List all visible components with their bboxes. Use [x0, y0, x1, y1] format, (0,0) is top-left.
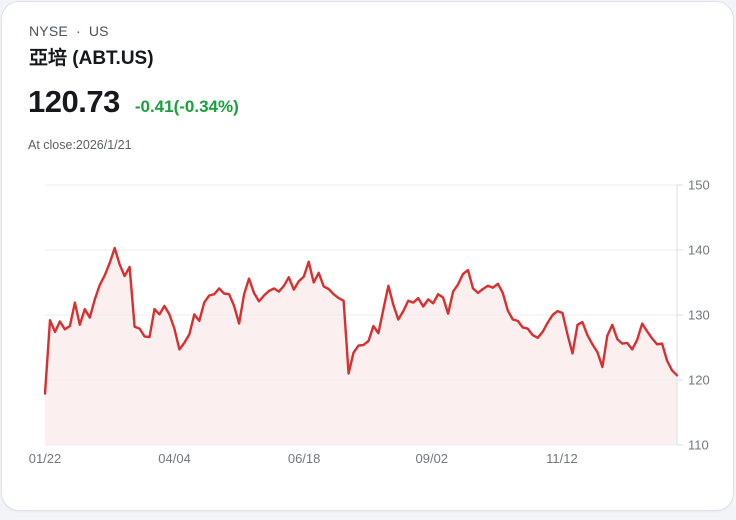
x-axis-label: 09/02 — [416, 451, 449, 466]
last-price: 120.73 — [28, 84, 120, 119]
price-line — [43, 246, 679, 395]
y-axis-label: 130 — [688, 308, 710, 323]
exchange-row: NYSE · US — [29, 23, 154, 39]
quote-header: NYSE · US 亞培 (ABT.US) — [29, 23, 154, 70]
x-axis-label: 04/04 — [158, 451, 191, 466]
x-axis-label: 06/18 — [288, 451, 321, 466]
y-axis-label: 150 — [688, 178, 710, 193]
quote-card: NYSE · US 亞培 (ABT.US) 120.73 -0.41(-0.34… — [1, 1, 734, 511]
price-row: 120.73 -0.41(-0.34%) — [28, 84, 239, 120]
price-area-fill — [45, 248, 677, 445]
exchange-label: NYSE — [29, 23, 68, 39]
y-axis-label: 140 — [688, 243, 710, 258]
x-axis-label: 11/12 — [546, 451, 578, 466]
region-label: US — [88, 23, 109, 39]
stock-title: 亞培 (ABT.US) — [29, 48, 154, 69]
close-timestamp: At close:2026/1/21 — [28, 138, 132, 152]
y-axis-label: 110 — [688, 438, 709, 453]
x-axis-label: 01/22 — [29, 451, 62, 466]
y-axis-label: 120 — [688, 373, 710, 388]
price-change: -0.41(-0.34%) — [134, 97, 239, 116]
dot-separator: · — [75, 23, 81, 39]
